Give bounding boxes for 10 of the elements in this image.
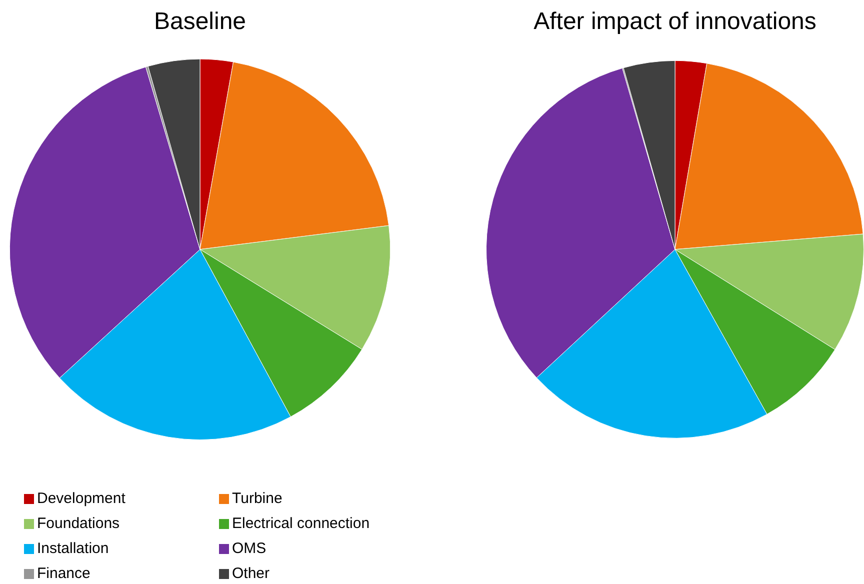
legend-label: Foundations — [37, 515, 120, 532]
legend-label: Installation — [37, 540, 109, 557]
legend-label: Turbine — [232, 490, 282, 507]
chart-title: Baseline — [154, 8, 246, 36]
legend-label: Finance — [37, 565, 90, 582]
legend-label: OMS — [232, 540, 266, 557]
legend-label: Electrical connection — [232, 515, 370, 532]
legend-label: Other — [232, 565, 270, 582]
legend-label: Development — [37, 490, 126, 507]
chart-title: After impact of innovations — [534, 8, 816, 36]
